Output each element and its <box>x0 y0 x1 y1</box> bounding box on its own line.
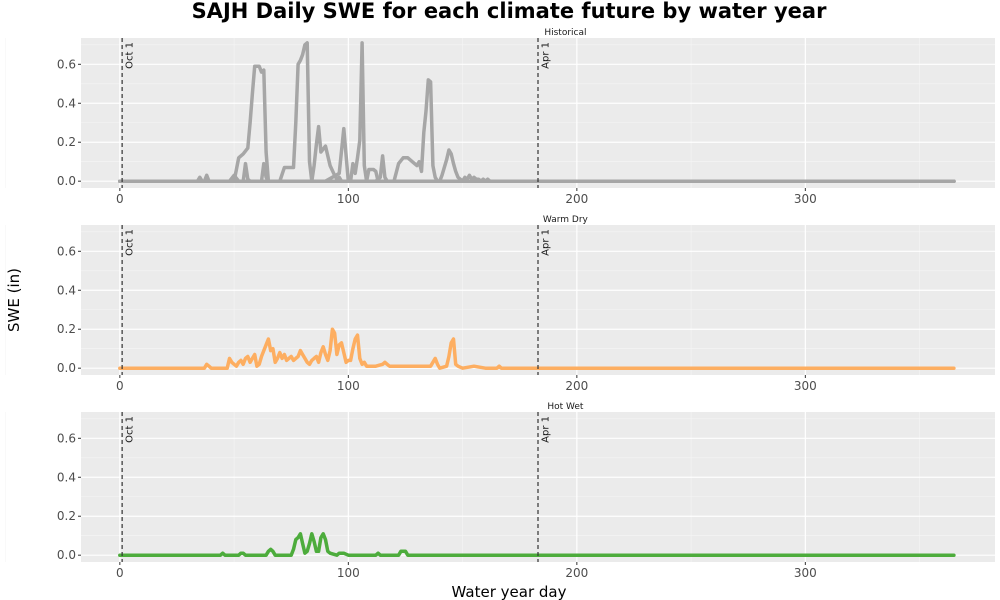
x-tick-label: 300 <box>794 566 817 580</box>
facet-panel-2: Hot Wet Oct 1 Apr 1 0.0 0.2 0.4 0.6 0 100 200 300 <box>5 402 995 580</box>
x-tick-label: 100 <box>337 192 360 206</box>
facet-panels: Historical Oct 1 Apr 1 0.0 0.2 0.4 0.6 0 100 200 3… <box>5 28 995 580</box>
reference-line-label: Apr 1 <box>540 416 551 443</box>
x-tick-label: 200 <box>565 566 588 580</box>
y-tick-label: 0.2 <box>57 322 76 336</box>
reference-line-label: Oct 1 <box>125 416 136 443</box>
facet-panel-0: Historical Oct 1 Apr 1 0.0 0.2 0.4 0.6 0 100 200 3… <box>5 28 995 206</box>
reference-line-label: Apr 1 <box>540 42 551 69</box>
swe-series-line-0 <box>118 327 956 370</box>
swe-series-line-0 <box>118 532 956 557</box>
swe-series-line-6 <box>118 78 956 183</box>
y-tick-label: 0.4 <box>57 96 76 110</box>
swe-series-line-8 <box>118 173 956 183</box>
x-axis-label: Water year day <box>452 583 567 600</box>
y-tick-label: 0.0 <box>57 361 76 375</box>
facet-strip-label: Historical <box>544 28 586 38</box>
y-tick-label: 0.0 <box>57 174 76 188</box>
facet-strip-label: Warm Dry <box>543 215 589 225</box>
x-tick-label: 0 <box>116 379 124 393</box>
y-axis-label: SWE (in) <box>5 268 23 332</box>
y-tick-label: 0.0 <box>57 548 76 562</box>
y-tick-label: 0.4 <box>57 470 76 484</box>
reference-line-label: Oct 1 <box>125 42 136 69</box>
x-tick-label: 100 <box>337 566 360 580</box>
reference-line-label: Apr 1 <box>540 229 551 256</box>
reference-line-label: Oct 1 <box>125 229 136 256</box>
facet-strip-label: Hot Wet <box>547 402 584 412</box>
x-tick-label: 300 <box>794 379 817 393</box>
x-tick-label: 100 <box>337 379 360 393</box>
chart-title: SAJH Daily SWE for each climate future b… <box>192 0 828 23</box>
x-tick-label: 200 <box>565 192 588 206</box>
y-tick-label: 0.6 <box>57 57 76 71</box>
swe-series-line-7 <box>118 148 956 183</box>
facet-panel-1: Warm Dry Oct 1 Apr 1 0.0 0.2 0.4 0.6 0 100 200 300 <box>5 215 995 393</box>
y-tick-label: 0.4 <box>57 283 76 297</box>
y-tick-label: 0.2 <box>57 135 76 149</box>
y-tick-label: 0.6 <box>57 431 76 445</box>
x-tick-label: 200 <box>565 379 588 393</box>
swe-series-line-4 <box>118 41 956 183</box>
y-tick-label: 0.2 <box>57 509 76 523</box>
x-tick-label: 0 <box>116 192 124 206</box>
y-tick-label: 0.6 <box>57 244 76 258</box>
x-tick-label: 0 <box>116 566 124 580</box>
x-tick-label: 300 <box>794 192 817 206</box>
